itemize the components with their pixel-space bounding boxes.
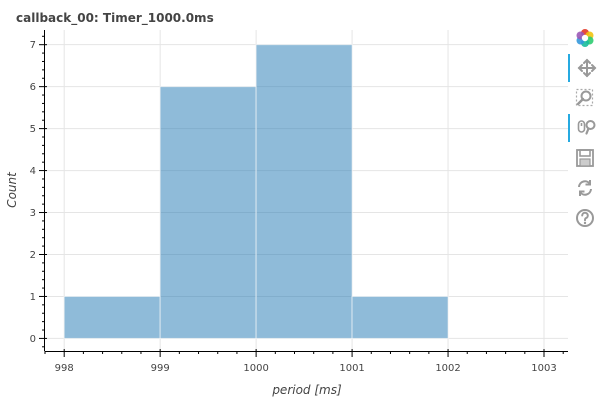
- x-tick-label-3: 1001: [339, 363, 364, 374]
- x-tick-label-1: 999: [151, 363, 170, 374]
- bars: [63, 44, 449, 339]
- save-tool-button[interactable]: [568, 144, 600, 172]
- toolbar: [568, 24, 600, 244]
- help-icon: [576, 209, 594, 227]
- x-tick-label-2: 1000: [243, 363, 268, 374]
- x-axis: 998 999 1000 1001 1002 1003: [44, 349, 568, 374]
- bokeh-logo-icon: [576, 29, 594, 47]
- y-tick-label-2: 2: [30, 250, 36, 261]
- wheel-zoom-tool-button[interactable]: [568, 114, 600, 142]
- save-icon: [576, 149, 594, 167]
- box-zoom-tool-button[interactable]: [568, 84, 600, 112]
- x-tick-label-4: 1002: [435, 363, 460, 374]
- y-tick-label-5: 5: [30, 124, 36, 135]
- pan-icon: [577, 58, 597, 78]
- y-axis-label: Count: [5, 171, 19, 208]
- y-tick-label-7: 7: [30, 40, 36, 51]
- reset-icon: [578, 180, 592, 196]
- y-tick-label-0: 0: [30, 334, 36, 345]
- reset-tool-button[interactable]: [568, 174, 600, 202]
- bar-0: [63, 295, 161, 339]
- wheel-zoom-icon: [577, 120, 596, 135]
- x-axis-label: period [ms]: [271, 383, 342, 397]
- bar-1: [159, 86, 257, 339]
- y-tick-label-6: 6: [30, 82, 36, 93]
- bar-2: [255, 44, 353, 339]
- x-tick-label-5: 1003: [531, 363, 556, 374]
- box-zoom-icon: [575, 88, 594, 107]
- y-tick-label-4: 4: [30, 166, 36, 177]
- y-axis: 0 1 2 3 4 5 6 7: [30, 30, 47, 351]
- help-tool-button[interactable]: [568, 204, 600, 232]
- x-tick-label-0: 998: [55, 363, 74, 374]
- pan-tool-button[interactable]: [568, 54, 600, 82]
- chart-title: callback_00: Timer_1000.0ms: [16, 11, 214, 26]
- bokeh-logo-button[interactable]: [568, 24, 600, 52]
- y-tick-label-3: 3: [30, 208, 36, 219]
- y-tick-label-1: 1: [30, 292, 36, 303]
- bar-3: [351, 295, 449, 339]
